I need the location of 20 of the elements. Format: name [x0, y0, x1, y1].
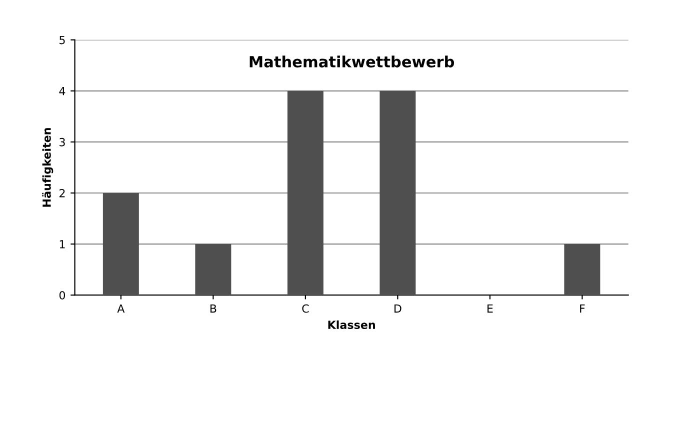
- y-tick-label: 2: [60, 188, 65, 198]
- y-axis-title: Häufigkeiten: [42, 128, 54, 207]
- y-tick-label: 3: [60, 138, 65, 146]
- bar: [195, 244, 232, 296]
- x-tick-label: C: [302, 304, 309, 313]
- bar: [287, 90, 324, 296]
- y-tick-label: 0: [59, 291, 66, 300]
- x-tick-label: D: [394, 304, 402, 313]
- x-tick-label: B: [210, 304, 216, 313]
- text: Mathematikwettbewerb: [250, 56, 454, 68]
- x-tick-label: E: [488, 304, 493, 313]
- y-tick-label: 1: [60, 240, 65, 248]
- bar: [102, 193, 139, 296]
- bar: [564, 244, 600, 296]
- y-tick-label: 5: [60, 36, 65, 44]
- bar: [380, 90, 416, 296]
- y-tick-label: 4: [59, 87, 66, 96]
- x-tick-label: F: [580, 304, 585, 313]
- x-axis-title: Klassen: [328, 320, 375, 330]
- x-tick-label: A: [117, 304, 125, 313]
